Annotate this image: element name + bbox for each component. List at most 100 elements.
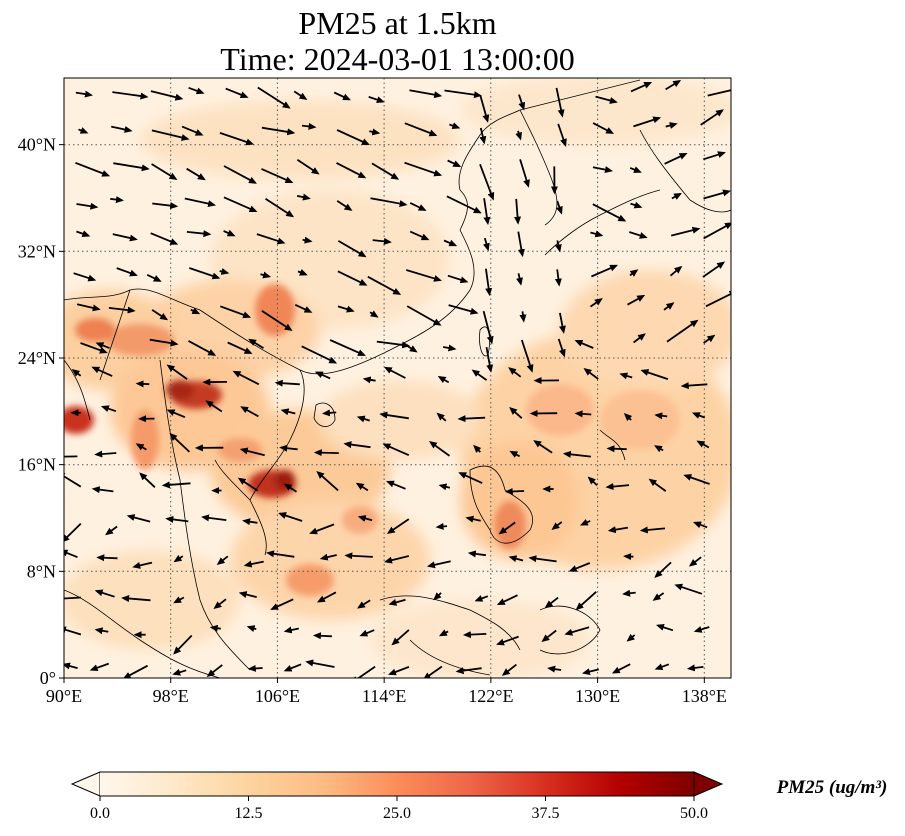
wind-arrow <box>568 562 591 572</box>
wind-arrow <box>379 411 409 420</box>
wind-arrow <box>216 555 229 566</box>
wind-arrow <box>448 304 479 315</box>
wind-arrow <box>518 94 526 111</box>
wind-arrow <box>629 231 648 239</box>
wind-arrow <box>462 631 487 639</box>
lat-tick-label: 8°N <box>27 561 56 581</box>
wind-arrow <box>485 268 493 297</box>
wind-arrow <box>172 668 187 676</box>
wind-arrow <box>388 598 406 606</box>
wind-arrow <box>633 116 662 128</box>
wind-arrow <box>165 515 189 523</box>
wind-arrow <box>309 523 335 535</box>
wind-arrow <box>386 518 410 535</box>
wind-arrow <box>132 561 153 569</box>
wind-arrow <box>458 472 483 484</box>
wind-arrow <box>316 591 337 603</box>
wind-arrow <box>213 598 227 610</box>
wind-arrow <box>173 634 193 655</box>
wind-arrow <box>587 476 598 487</box>
latitude-axis: 0° 8°N 16°N 24°N 32°N 40°N <box>18 135 64 688</box>
wind-arrow <box>188 86 205 95</box>
wind-arrow <box>382 443 410 457</box>
wind-arrow <box>113 162 150 172</box>
lat-tick-label: 16°N <box>18 455 56 475</box>
wind-arrow <box>355 482 369 492</box>
wind-arrow <box>135 443 147 451</box>
wind-arrow <box>135 380 150 388</box>
wind-arrow <box>606 445 627 453</box>
wind-arrow <box>357 599 371 609</box>
wind-arrow <box>89 662 110 672</box>
wind-arrow <box>622 589 636 597</box>
wind-arrow <box>496 635 519 646</box>
wind-arrow <box>547 665 562 673</box>
wind-arrow <box>312 632 332 640</box>
wind-arrow <box>297 269 308 276</box>
wind-arrow <box>693 626 710 633</box>
lat-tick-label: 0° <box>40 668 56 688</box>
wind-arrow <box>223 196 258 213</box>
wind-arrow <box>665 79 682 91</box>
wind-arrow <box>112 233 138 242</box>
wind-arrow <box>372 237 392 245</box>
lon-tick-label: 98°E <box>153 686 189 706</box>
colorbar-ticks: 0.0 12.5 25.0 37.5 50.0 <box>90 796 708 822</box>
wind-arrow <box>465 515 481 523</box>
wind-arrow <box>665 122 678 129</box>
wind-arrow <box>100 405 117 413</box>
wind-arrow <box>648 478 667 492</box>
wind-arrow <box>383 366 406 379</box>
wind-arrow <box>388 666 410 676</box>
wind-arrow <box>473 444 482 453</box>
wind-arrow <box>406 305 442 326</box>
wind-arrow <box>95 342 110 349</box>
wind-arrow <box>206 664 223 678</box>
wind-arrow <box>376 340 411 349</box>
wind-arrow <box>293 90 308 100</box>
wind-arrow <box>91 366 113 377</box>
wind-arrow <box>409 202 427 211</box>
wind-arrow <box>496 594 518 605</box>
wind-arrow <box>703 334 716 344</box>
wind-arrow <box>663 302 675 311</box>
wind-arrow <box>574 410 592 418</box>
wind-arrow <box>575 591 597 611</box>
colorbar-tick-label: 50.0 <box>680 805 708 822</box>
wind-arrow <box>343 441 371 449</box>
wind-arrow <box>669 265 683 277</box>
wind-arrow <box>186 167 206 181</box>
wind-arrow <box>64 595 81 603</box>
wind-arrow <box>64 662 78 670</box>
wind-arrow <box>554 240 562 253</box>
wind-arrow <box>559 312 566 334</box>
wind-arrow <box>279 444 298 452</box>
wind-arrow <box>623 413 633 422</box>
wind-arrow <box>467 550 487 558</box>
wind-arrow <box>314 371 331 380</box>
wind-arrow <box>112 91 149 100</box>
wind-arrow <box>533 440 553 454</box>
wind-arrow <box>201 514 227 522</box>
wind-arrow <box>227 341 253 354</box>
wind-arrow <box>369 310 379 318</box>
wind-arrow <box>627 294 646 306</box>
wind-arrow <box>482 237 490 252</box>
wind-arrow <box>442 344 457 352</box>
wind-arrow <box>274 379 300 387</box>
wind-arrow <box>266 550 295 558</box>
wind-arrow <box>232 370 260 386</box>
wind-arrow <box>447 159 462 167</box>
wind-arrow <box>336 200 353 211</box>
wind-arrow <box>436 412 447 422</box>
wind-arrow <box>151 163 178 180</box>
wind-arrow <box>592 203 627 222</box>
wind-arrow <box>557 123 567 147</box>
wind-arrow <box>591 264 619 278</box>
wind-arrow <box>514 198 522 225</box>
wind-arrow <box>260 271 272 279</box>
wind-arrow <box>116 267 138 277</box>
wind-arrow <box>240 406 259 418</box>
wind-arrow <box>674 583 703 595</box>
wind-arrow <box>555 87 565 118</box>
